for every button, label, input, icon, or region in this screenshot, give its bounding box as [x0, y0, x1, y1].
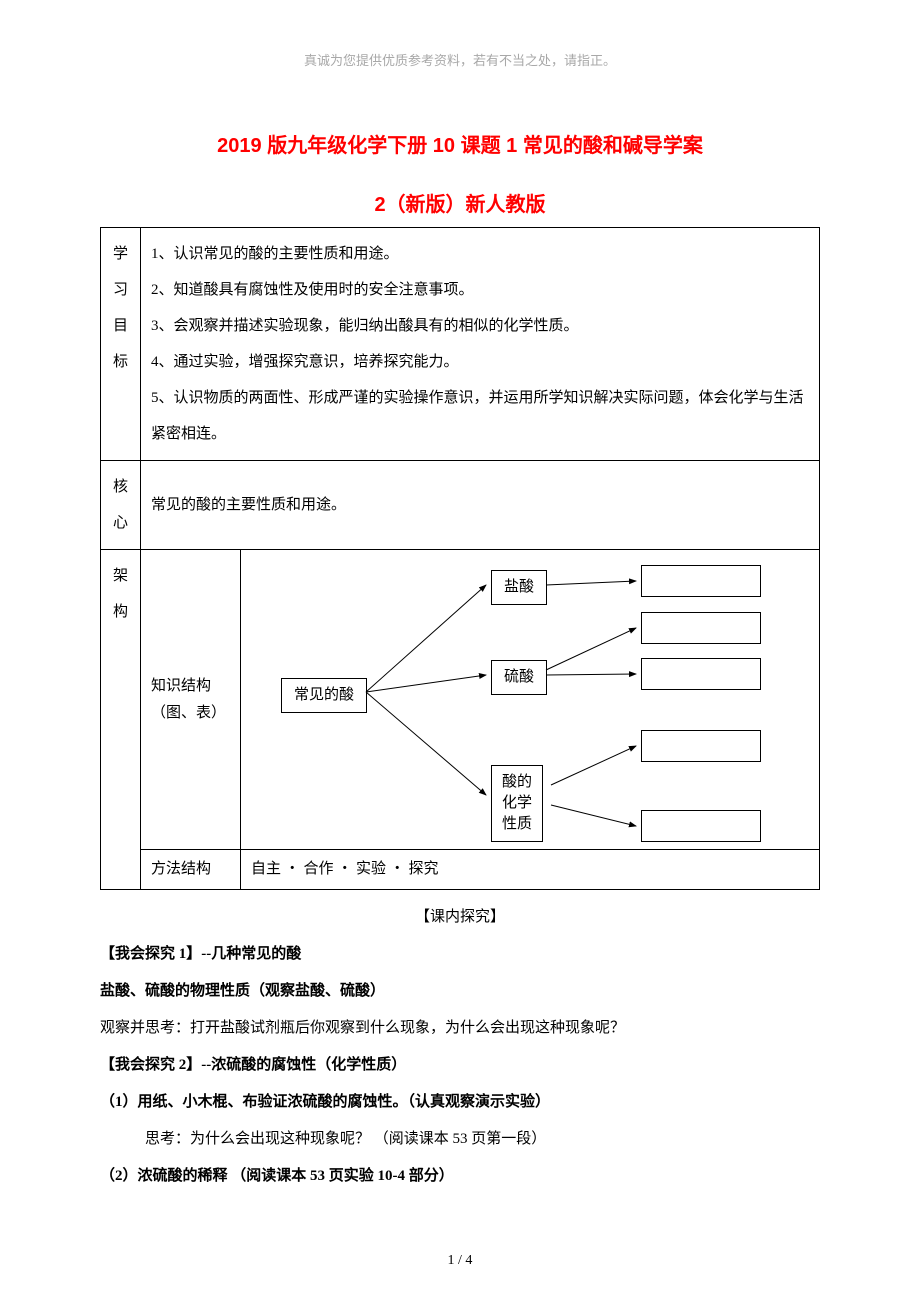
- method-structure-content: 自主 ・ 合作 ・ 实验 ・ 探究: [241, 850, 820, 890]
- objective-5: 5、认识物质的两面性、形成严谨的实验操作意识，并运用所学知识解决实际问题，体会化…: [151, 380, 809, 452]
- lesson-plan-table: 学习目标 1、认识常见的酸的主要性质和用途。 2、知道酸具有腐蚀性及使用时的安全…: [100, 227, 820, 890]
- diagram-node-h2so4: 硫酸: [491, 660, 547, 695]
- diagram-blank-1: [641, 565, 761, 597]
- explore2-item1-sub: 思考：为什么会出现这种现象呢？ （阅读课本 53 页第一段）: [100, 1123, 820, 1156]
- structure-label-cell: 架构: [101, 550, 141, 890]
- objective-4: 4、通过实验，增强探究意识，培养探究能力。: [151, 344, 809, 380]
- core-row: 核心 常见的酸的主要性质和用途。: [101, 461, 820, 550]
- core-content-cell: 常见的酸的主要性质和用途。: [141, 461, 820, 550]
- objectives-label: 学习目标: [111, 236, 130, 380]
- objective-1: 1、认识常见的酸的主要性质和用途。: [151, 236, 809, 272]
- diagram-blank-2: [641, 612, 761, 644]
- diagram-node-properties: 酸的化学性质: [491, 765, 543, 842]
- explore2-item2: （2）浓硫酸的稀释 （阅读课本 53 页实验 10-4 部分）: [100, 1160, 820, 1193]
- method-structure-row: 方法结构 自主 ・ 合作 ・ 实验 ・ 探究: [101, 850, 820, 890]
- diagram-root-node: 常见的酸: [281, 678, 367, 713]
- objectives-row: 学习目标 1、认识常见的酸的主要性质和用途。 2、知道酸具有腐蚀性及使用时的安全…: [101, 228, 820, 461]
- objectives-content-cell: 1、认识常见的酸的主要性质和用途。 2、知道酸具有腐蚀性及使用时的安全注意事项。…: [141, 228, 820, 461]
- explore2-heading: 【我会探究 2】--浓硫酸的腐蚀性（化学性质）: [100, 1049, 820, 1082]
- core-label: 核心: [111, 469, 130, 541]
- objective-2: 2、知道酸具有腐蚀性及使用时的安全注意事项。: [151, 272, 809, 308]
- knowledge-structure-label: 知识结构（图、表）: [141, 550, 241, 850]
- diagram-blank-5: [641, 810, 761, 842]
- method-structure-label: 方法结构: [141, 850, 241, 890]
- objectives-label-cell: 学习目标: [101, 228, 141, 461]
- explore1-subheading: 盐酸、硫酸的物理性质（观察盐酸、硫酸）: [100, 975, 820, 1008]
- explore2-item1: （1）用纸、小木棍、布验证浓硫酸的腐蚀性。（认真观察演示实验）: [100, 1086, 820, 1119]
- classroom-inquiry-heading: 【课内探究】: [100, 905, 820, 926]
- knowledge-diagram-cell: 常见的酸 盐酸 硫酸 酸的化学性质: [241, 550, 820, 850]
- objective-3: 3、会观察并描述实验现象，能归纳出酸具有的相似的化学性质。: [151, 308, 809, 344]
- diagram-node-hcl: 盐酸: [491, 570, 547, 605]
- document-title-line1: 2019 版九年级化学下册 10 课题 1 常见的酸和碱导学案: [100, 129, 820, 158]
- structure-diagram-row: 架构 知识结构（图、表） 常见的酸 盐酸 硫酸 酸的化学性质: [101, 550, 820, 850]
- core-label-cell: 核心: [101, 461, 141, 550]
- header-disclaimer: 真诚为您提供优质参考资料，若有不当之处，请指正。: [100, 50, 820, 69]
- diagram-blank-4: [641, 730, 761, 762]
- explore1-heading: 【我会探究 1】--几种常见的酸: [100, 938, 820, 971]
- explore1-question: 观察并思考：打开盐酸试剂瓶后你观察到什么现象，为什么会出现这种现象呢？: [100, 1012, 820, 1045]
- diagram-blank-3: [641, 658, 761, 690]
- page-number: 1 / 4: [100, 1253, 820, 1269]
- structure-label: 架构: [111, 558, 130, 630]
- document-title-line2: 2（新版）新人教版: [100, 188, 820, 217]
